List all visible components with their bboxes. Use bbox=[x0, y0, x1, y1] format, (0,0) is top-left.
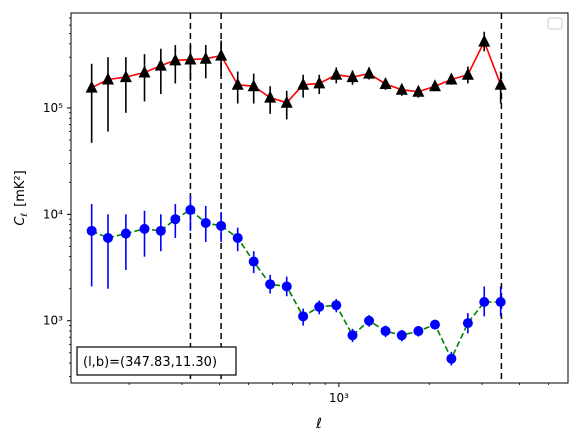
series-1-point-7 bbox=[184, 52, 197, 65]
plot-area bbox=[85, 13, 507, 383]
series-1-point-16 bbox=[330, 67, 343, 80]
series-1-point-24 bbox=[461, 67, 474, 80]
series-1-point-22 bbox=[428, 79, 441, 92]
series-1-point-25 bbox=[478, 34, 491, 47]
y-tick-label-1: 10³ bbox=[43, 314, 63, 328]
series-1-point-8 bbox=[199, 51, 212, 64]
y-axis-label-units: [mK²] bbox=[13, 170, 28, 207]
series-2-point-7 bbox=[185, 204, 196, 215]
series-2-point-12 bbox=[265, 279, 276, 290]
series-1-point-4 bbox=[138, 65, 151, 78]
series-2-point-11 bbox=[248, 256, 259, 267]
series-2-point-21 bbox=[413, 326, 424, 337]
series-1-point-11 bbox=[247, 79, 260, 92]
series-1-point-19 bbox=[379, 76, 392, 89]
series-2-point-19 bbox=[380, 326, 391, 337]
series-2-point-23 bbox=[446, 353, 457, 364]
series-1-point-6 bbox=[169, 53, 182, 66]
series-2-point-3 bbox=[120, 228, 131, 239]
series-1-point-10 bbox=[231, 77, 244, 90]
series-2-point-1 bbox=[86, 225, 97, 236]
series-1-point-13 bbox=[280, 95, 293, 108]
series-1-point-9 bbox=[215, 48, 228, 61]
legend-box bbox=[547, 17, 563, 30]
y-axis-label-subscript: ℓ bbox=[20, 213, 30, 218]
ticks: 10³ 10⁴ 10⁵ 10³ bbox=[43, 17, 550, 405]
series-2-point-14 bbox=[298, 311, 309, 322]
annotation-frame bbox=[76, 346, 237, 376]
series-1-point-15 bbox=[313, 76, 326, 89]
series-1-point-3 bbox=[119, 70, 132, 83]
series-2-point-17 bbox=[347, 330, 358, 341]
x-tick-label-1: 10³ bbox=[329, 391, 349, 405]
series-1-point-2 bbox=[101, 72, 114, 85]
series-2-point-2 bbox=[102, 232, 113, 243]
y-axis-label-main: C bbox=[13, 216, 28, 226]
series-1-point-5 bbox=[154, 58, 167, 71]
annotation-box: (l,b)=(347.83,11.30) bbox=[76, 346, 237, 376]
series-1-point-17 bbox=[346, 70, 359, 83]
series-2-point-24 bbox=[462, 318, 473, 329]
series-1-point-18 bbox=[363, 66, 376, 79]
series-2-point-10 bbox=[232, 232, 243, 243]
series-2-point-13 bbox=[281, 281, 292, 292]
series-2-point-26 bbox=[495, 297, 506, 308]
series-1-point-14 bbox=[297, 77, 310, 90]
series-2-point-16 bbox=[331, 300, 342, 311]
series-1-point-20 bbox=[395, 82, 408, 95]
axes bbox=[70, 12, 569, 384]
y-tick-label-3: 10⁵ bbox=[43, 101, 63, 115]
series-2-point-25 bbox=[479, 297, 490, 308]
series-1-point-1 bbox=[85, 80, 98, 93]
series-1-point-23 bbox=[445, 72, 458, 85]
series-2-point-5 bbox=[155, 225, 166, 236]
annotation-text: (l,b)=(347.83,11.30) bbox=[83, 355, 217, 370]
series-2-point-20 bbox=[396, 330, 407, 341]
y-axis-label: Cℓ [mK²] bbox=[13, 170, 30, 225]
series-2-point-4 bbox=[139, 223, 150, 234]
series-2-point-22 bbox=[429, 319, 440, 330]
series-2-point-18 bbox=[364, 315, 375, 326]
series-2 bbox=[86, 195, 506, 366]
series-2-point-8 bbox=[200, 217, 211, 228]
series-2-point-9 bbox=[216, 220, 227, 231]
series-2-point-15 bbox=[314, 301, 325, 312]
x-axis-label: ℓ bbox=[315, 416, 322, 432]
axes-frame bbox=[70, 12, 569, 384]
series-1 bbox=[85, 31, 507, 143]
series-1-point-21 bbox=[412, 84, 425, 97]
series-2-point-6 bbox=[170, 214, 181, 225]
series-1-point-26 bbox=[494, 77, 507, 90]
series-1-point-12 bbox=[264, 90, 277, 103]
y-tick-label-2: 10⁴ bbox=[43, 207, 63, 221]
